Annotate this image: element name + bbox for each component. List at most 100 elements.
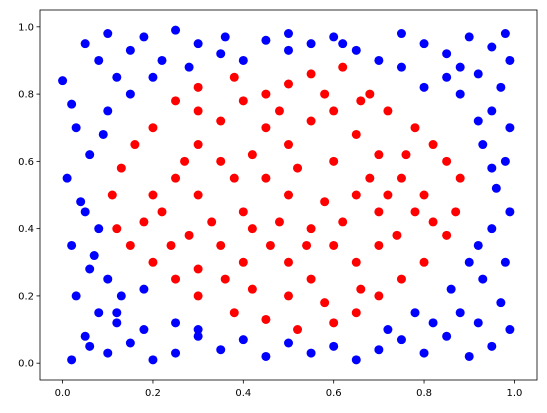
point: [261, 351, 271, 361]
point: [464, 257, 474, 267]
point: [455, 308, 465, 318]
point: [58, 76, 68, 86]
point: [171, 274, 181, 284]
point: [500, 156, 510, 166]
point: [329, 32, 339, 42]
point: [351, 129, 361, 139]
point: [306, 116, 316, 126]
point: [320, 298, 330, 308]
point: [80, 331, 90, 341]
plot-area: [58, 25, 515, 365]
point: [396, 62, 406, 72]
point: [284, 257, 293, 267]
point: [238, 257, 248, 267]
point: [94, 224, 104, 234]
point: [171, 173, 181, 183]
point: [171, 96, 181, 106]
point: [329, 106, 339, 116]
point: [171, 25, 181, 35]
point: [130, 140, 140, 150]
point: [67, 240, 77, 250]
point: [71, 123, 81, 133]
point: [139, 284, 149, 294]
point: [487, 224, 497, 234]
point: [338, 39, 348, 49]
point: [103, 106, 113, 116]
point: [139, 217, 149, 227]
point: [302, 240, 312, 250]
x-tick-label: 0.4: [235, 388, 251, 399]
point: [491, 183, 501, 193]
point: [473, 116, 483, 126]
point: [293, 325, 303, 335]
point: [76, 197, 86, 207]
point: [329, 318, 339, 328]
point: [238, 55, 248, 65]
point: [220, 274, 230, 284]
point: [374, 291, 384, 301]
x-tick-label: 0.2: [145, 388, 161, 399]
point: [442, 230, 452, 240]
point: [419, 190, 429, 200]
point: [505, 55, 515, 65]
point: [383, 325, 393, 335]
point: [306, 69, 316, 79]
y-tick-label: 0.4: [18, 224, 34, 235]
point: [238, 96, 248, 106]
point: [478, 140, 488, 150]
point: [374, 240, 384, 250]
point: [148, 190, 158, 200]
point: [351, 257, 361, 267]
point: [396, 335, 406, 345]
point: [473, 69, 483, 79]
point: [284, 291, 293, 301]
point: [125, 89, 135, 99]
point: [446, 284, 456, 294]
point: [374, 55, 384, 65]
point: [193, 39, 203, 49]
point: [410, 308, 420, 318]
point: [238, 335, 248, 345]
point: [396, 274, 406, 284]
x-tick-label: 0.8: [416, 388, 432, 399]
point: [171, 318, 181, 328]
point: [107, 190, 117, 200]
point: [365, 173, 375, 183]
point: [261, 314, 271, 324]
point: [103, 274, 113, 284]
point: [62, 173, 72, 183]
point: [374, 345, 384, 355]
point: [98, 129, 108, 139]
point: [442, 156, 452, 166]
point: [500, 257, 510, 267]
point: [455, 173, 465, 183]
point: [216, 345, 226, 355]
point: [329, 240, 339, 250]
point: [125, 240, 135, 250]
point: [473, 240, 483, 250]
point: [455, 62, 465, 72]
point: [293, 163, 303, 173]
axes-frame: [39, 9, 538, 381]
point: [351, 190, 361, 200]
point: [410, 207, 420, 217]
point: [487, 42, 497, 52]
point: [365, 89, 375, 99]
point: [428, 217, 438, 227]
point: [216, 116, 226, 126]
point: [261, 123, 271, 133]
point: [180, 156, 190, 166]
point: [193, 190, 203, 200]
point: [193, 325, 203, 335]
point: [284, 338, 293, 348]
point: [428, 140, 438, 150]
point: [392, 230, 402, 240]
point: [261, 35, 271, 45]
point: [320, 89, 330, 99]
point: [148, 123, 158, 133]
point: [500, 29, 510, 39]
point: [374, 150, 384, 160]
point: [338, 62, 348, 72]
y-tick-label: 1.0: [18, 22, 34, 33]
point: [85, 264, 95, 274]
